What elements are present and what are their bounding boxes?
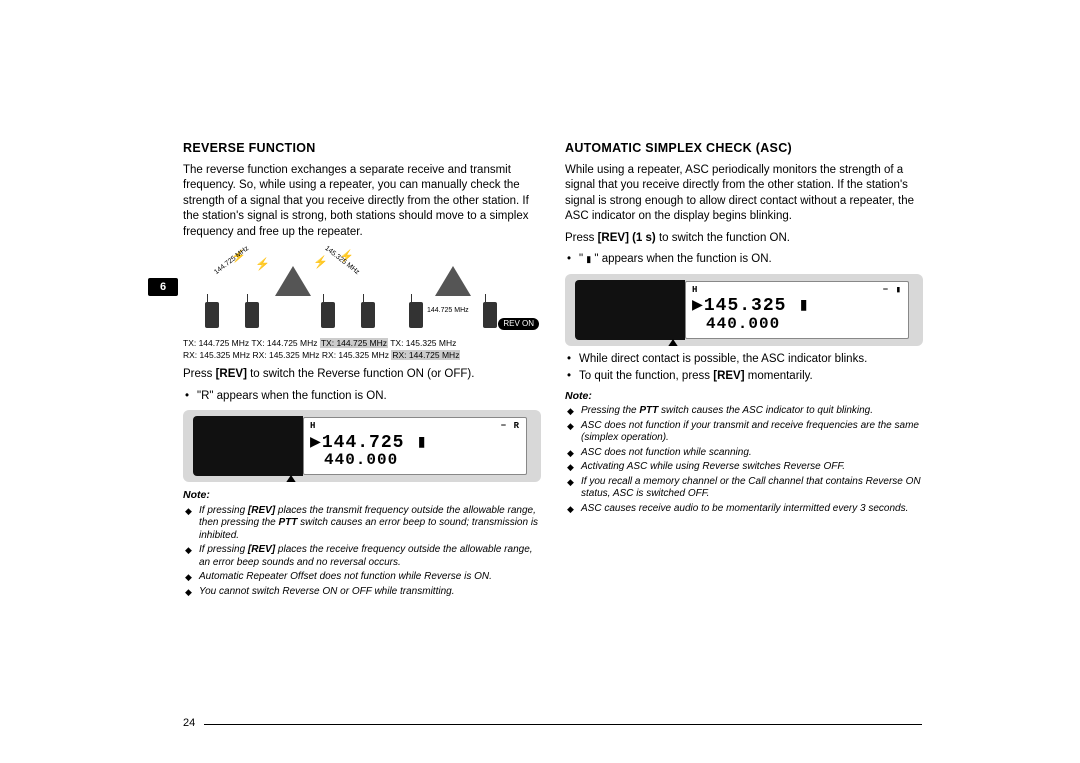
lcd-icon-h: H	[692, 284, 698, 296]
bullet-pre: To quit the function, press	[579, 370, 713, 382]
left-note-3: Automatic Repeater Offset does not funct…	[183, 571, 541, 584]
left-title: REVERSE FUNCTION	[183, 140, 541, 157]
freq-table: TX: 144.725 MHz TX: 144.725 MHz TX: 144.…	[183, 338, 541, 361]
signal-icon: ⚡	[255, 256, 270, 272]
right-note-1: Pressing the PTT switch causes the ASC i…	[565, 405, 923, 418]
left-bullets: "R" appears when the function is ON.	[183, 389, 541, 405]
right-note-6: ASC causes receive audio to be momentari…	[565, 503, 923, 516]
lcd-pointer-icon	[667, 339, 679, 346]
note-list-left: If pressing [REV] places the transmit fr…	[183, 505, 541, 599]
right-bullet-after-2: To quit the function, press [REV] moment…	[565, 369, 923, 385]
lcd-freq-secondary: 440.000	[324, 452, 520, 468]
right-column: AUTOMATIC SIMPLEX CHECK (ASC) While usin…	[565, 140, 923, 600]
repeater-tower-icon	[275, 266, 311, 296]
repeater-tower-icon	[435, 266, 471, 296]
lcd-screen: H − ▮ ▶145.325 ▮ 440.000	[685, 281, 909, 339]
bullet-top-post: " appears when the function is ON.	[591, 253, 772, 265]
lcd-icon-r: − R	[501, 420, 520, 432]
lcd-keypad-icon	[193, 416, 303, 476]
press-pre: Press	[565, 232, 598, 244]
press-pre: Press	[183, 368, 216, 380]
right-bullets-top: " ▮ " appears when the function is ON.	[565, 252, 923, 268]
rev-key-label: [REV]	[713, 370, 744, 382]
handheld-radio-icon	[321, 302, 335, 328]
repeater-diagram: ⚡ ⚡ ⚡ ⚡ 144.725 MHz 145.325 MHz 144.725 …	[183, 246, 541, 336]
right-bullets-after: While direct contact is possible, the AS…	[565, 352, 923, 385]
lcd-top-row: H − ▮	[692, 284, 902, 296]
note-label-left: Note:	[183, 488, 541, 502]
lcd-panel-right: H − ▮ ▶145.325 ▮ 440.000	[565, 274, 923, 346]
left-intro: The reverse function exchanges a separat…	[183, 163, 541, 241]
right-note-2: ASC does not function if your transmit a…	[565, 420, 923, 445]
section-number-tab: 6	[148, 278, 178, 296]
rev-key-label: [REV]	[216, 368, 247, 380]
right-note-3: ASC does not function while scanning.	[565, 447, 923, 460]
page-number: 24	[183, 717, 195, 729]
diagram-direct-freq: 144.725 MHz	[427, 306, 469, 315]
lcd-freq-primary: ▶145.325 ▮	[692, 297, 902, 316]
freq-tx-row-end: TX: 145.325 MHz	[388, 338, 456, 348]
left-press-line: Press [REV] to switch the Reverse functi…	[183, 367, 541, 383]
left-column: REVERSE FUNCTION The reverse function ex…	[183, 140, 541, 600]
right-note-5: If you recall a memory channel or the Ca…	[565, 476, 923, 501]
lcd-screen: H − R ▶144.725 ▮ 440.000	[303, 417, 527, 475]
page-footer-rule	[204, 724, 922, 725]
lcd-icon-h: H	[310, 420, 316, 432]
handheld-radio-icon	[205, 302, 219, 328]
signal-icon: ⚡	[313, 254, 328, 270]
lcd-panel-left: H − R ▶144.725 ▮ 440.000	[183, 410, 541, 482]
left-note-1: If pressing [REV] places the transmit fr…	[183, 505, 541, 543]
right-intro: While using a repeater, ASC periodically…	[565, 163, 923, 225]
bullet-post: momentarily.	[745, 370, 813, 382]
page-content: REVERSE FUNCTION The reverse function ex…	[183, 140, 923, 600]
freq-tx-highlight: TX: 144.725 MHz	[320, 338, 388, 348]
lcd-pointer-icon	[285, 475, 297, 482]
rev-on-badge: REV ON	[498, 318, 539, 331]
right-press-line: Press [REV] (1 s) to switch the function…	[565, 231, 923, 247]
lcd-freq-primary: ▶144.725 ▮	[310, 434, 520, 453]
right-bullet-after-1: While direct contact is possible, the AS…	[565, 352, 923, 368]
handheld-radio-icon	[245, 302, 259, 328]
left-note-2: If pressing [REV] places the receive fre…	[183, 544, 541, 569]
note-list-right: Pressing the PTT switch causes the ASC i…	[565, 405, 923, 515]
lcd-icon-asc: − ▮	[883, 284, 902, 296]
press-post: to switch the function ON.	[656, 232, 790, 244]
press-post: to switch the Reverse function ON (or OF…	[247, 368, 475, 380]
right-note-4: Activating ASC while using Reverse switc…	[565, 461, 923, 474]
note-label-right: Note:	[565, 389, 923, 403]
left-bullet-1: "R" appears when the function is ON.	[183, 389, 541, 405]
lcd-top-row: H − R	[310, 420, 520, 432]
freq-rx-row: RX: 145.325 MHz RX: 145.325 MHz RX: 145.…	[183, 350, 391, 360]
handheld-radio-icon	[409, 302, 423, 328]
right-bullet-top: " ▮ " appears when the function is ON.	[565, 252, 923, 268]
lcd-freq-secondary: 440.000	[706, 316, 902, 332]
handheld-radio-icon	[361, 302, 375, 328]
lcd-keypad-icon	[575, 280, 685, 340]
handheld-radio-icon	[483, 302, 497, 328]
left-note-4: You cannot switch Reverse ON or OFF whil…	[183, 586, 541, 599]
freq-tx-row: TX: 144.725 MHz TX: 144.725 MHz	[183, 338, 320, 348]
rev-1s-key-label: [REV] (1 s)	[598, 232, 656, 244]
right-title: AUTOMATIC SIMPLEX CHECK (ASC)	[565, 140, 923, 157]
freq-rx-highlight: RX: 144.725 MHz	[391, 350, 460, 360]
